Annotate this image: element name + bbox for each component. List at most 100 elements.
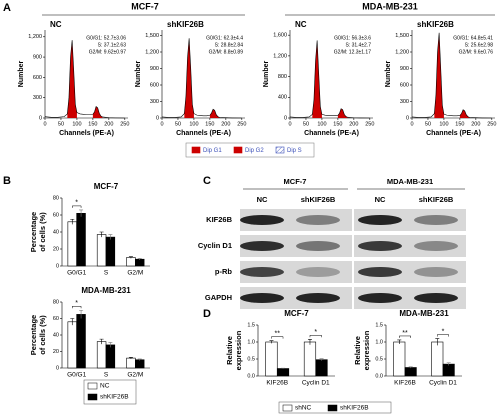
x-tick-label: KIF26B bbox=[394, 380, 416, 387]
bar bbox=[67, 321, 77, 369]
x-tick-label: G0/G1 bbox=[67, 372, 87, 379]
y-tick-label: 600 bbox=[33, 75, 42, 81]
y-tick-label: 0 bbox=[56, 365, 59, 371]
y-axis-label: Number bbox=[263, 61, 270, 88]
y-tick-label: 40 bbox=[53, 332, 59, 338]
blot-strip bbox=[240, 209, 352, 231]
x-tick-label: G2/M bbox=[127, 270, 143, 277]
stat-label: G2/M: 9.6±0.76 bbox=[459, 49, 494, 55]
bar bbox=[126, 357, 136, 369]
group-title: MDA-MB-231 bbox=[362, 1, 418, 11]
x-tick-label: 0 bbox=[288, 121, 291, 127]
bar bbox=[265, 341, 278, 377]
chart-title: MDA-MB-231 bbox=[81, 286, 131, 295]
x-tick-label: 0 bbox=[410, 121, 413, 127]
blot-band bbox=[414, 215, 458, 225]
y-axis-label: Number bbox=[18, 61, 25, 88]
x-tick-label: 200 bbox=[349, 121, 358, 127]
plot-title: shKIF26B bbox=[167, 20, 204, 29]
panel-label: C bbox=[203, 175, 211, 187]
error-bar bbox=[435, 338, 440, 346]
panel-label: A bbox=[3, 2, 11, 14]
y-tick-label: 300 bbox=[33, 95, 42, 101]
stat-label: G2/M: 12.3±1.17 bbox=[334, 49, 371, 55]
blot-band bbox=[240, 241, 284, 251]
x-tick-label: 150 bbox=[205, 121, 214, 127]
significance-label: * bbox=[442, 328, 445, 335]
blot-band bbox=[358, 241, 402, 251]
row-label: Cyclin D1 bbox=[198, 241, 232, 250]
x-tick-label: 50 bbox=[58, 121, 64, 127]
y-tick-label: 1.5 bbox=[247, 322, 255, 328]
bar bbox=[105, 236, 116, 267]
x-axis-label: Channels (PE-A) bbox=[304, 130, 359, 137]
x-tick-label: 50 bbox=[425, 121, 431, 127]
y-axis-label: Number bbox=[135, 61, 142, 88]
lane-label: shKIF26B bbox=[419, 195, 454, 204]
lane-label: shKIF26B bbox=[301, 195, 336, 204]
x-tick-label: 150 bbox=[455, 121, 464, 127]
x-tick-label: S bbox=[104, 270, 109, 277]
legend-label: NC bbox=[100, 383, 110, 390]
y-axis-label: Relative bbox=[353, 336, 362, 365]
x-tick-label: 200 bbox=[104, 121, 113, 127]
histogram-line bbox=[289, 40, 370, 119]
stat-label: G2/M: 9.62±0.97 bbox=[89, 49, 126, 55]
legend-label: shKIF26B bbox=[100, 394, 129, 401]
bar bbox=[76, 314, 86, 369]
blot-strip bbox=[354, 209, 466, 231]
blot-band bbox=[296, 215, 340, 225]
significance-bracket bbox=[72, 205, 82, 208]
y-tick-label: 1,600 bbox=[273, 33, 287, 39]
x-tick-label: 0 bbox=[43, 121, 46, 127]
y-axis-label: Percentage bbox=[29, 315, 38, 355]
chart-title: MCF-7 bbox=[284, 309, 309, 318]
error-bar bbox=[307, 338, 312, 345]
y-tick-label: 1,500 bbox=[145, 33, 159, 39]
stat-label: G0/G1: 64.8±5.41 bbox=[453, 35, 493, 41]
error-bar bbox=[408, 366, 413, 369]
bar bbox=[135, 258, 145, 267]
blot-strip bbox=[354, 261, 466, 283]
y-tick-label: 1.0 bbox=[375, 339, 383, 345]
bar bbox=[404, 367, 417, 377]
histogram-line bbox=[161, 38, 242, 119]
y-tick-label: 0 bbox=[284, 115, 287, 121]
x-tick-label: 200 bbox=[221, 121, 230, 127]
bar bbox=[315, 359, 328, 377]
x-tick-label: 200 bbox=[471, 121, 480, 127]
blot-strip bbox=[354, 287, 466, 309]
bar bbox=[431, 341, 444, 377]
lane-label: NC bbox=[375, 195, 386, 204]
y-tick-label: 0.5 bbox=[375, 356, 383, 362]
bar bbox=[96, 234, 107, 267]
x-tick-label: 250 bbox=[365, 121, 374, 127]
legend-swatch bbox=[282, 404, 293, 412]
x-tick-label: 0 bbox=[160, 121, 163, 127]
blot-band bbox=[414, 293, 458, 303]
stat-label: G0/G1: 62.3±4.4 bbox=[206, 35, 243, 41]
x-tick-label: S bbox=[104, 372, 109, 379]
row-label: GAPDH bbox=[205, 293, 232, 302]
histogram-line bbox=[411, 32, 492, 119]
x-axis-label: Channels (PE-A) bbox=[59, 130, 114, 137]
significance-label: * bbox=[314, 329, 317, 336]
significance-bracket bbox=[437, 334, 449, 337]
y-tick-label: 0 bbox=[406, 115, 409, 121]
bar bbox=[276, 368, 290, 377]
bar bbox=[67, 221, 77, 267]
y-tick-label: 400 bbox=[278, 95, 287, 101]
blot-group: MCF-7 bbox=[284, 177, 307, 186]
x-tick-label: 250 bbox=[487, 121, 496, 127]
error-bar bbox=[128, 356, 133, 359]
error-bar bbox=[446, 362, 451, 366]
x-tick-label: 250 bbox=[237, 121, 246, 127]
bar bbox=[96, 341, 107, 369]
y-axis-label: Number bbox=[385, 61, 392, 88]
error-bar bbox=[128, 256, 133, 259]
significance-label: ** bbox=[275, 330, 281, 337]
legend-label: shNC bbox=[295, 405, 312, 412]
significance-bracket bbox=[309, 335, 322, 338]
x-tick-label: 150 bbox=[333, 121, 342, 127]
